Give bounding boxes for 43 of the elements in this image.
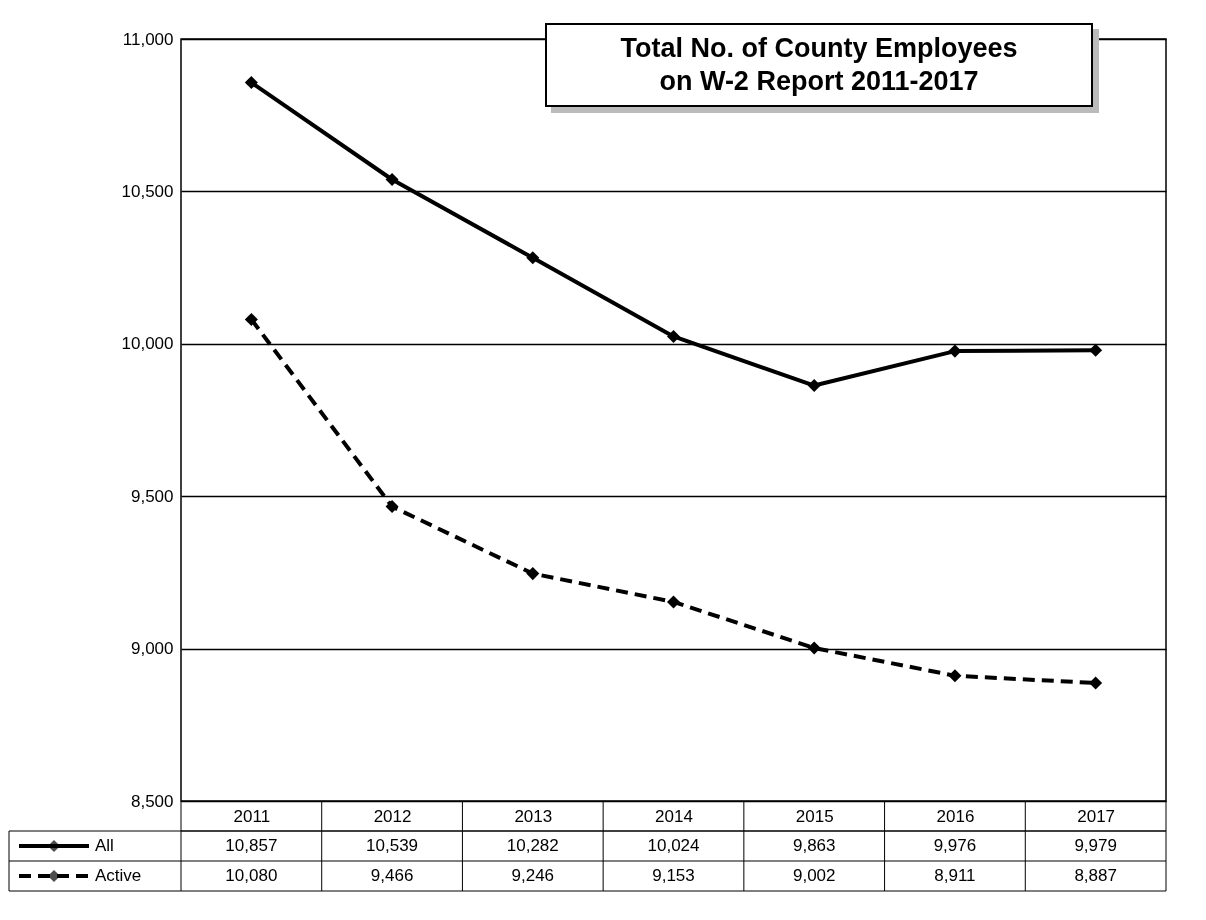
x-tick-label: 2013 <box>514 806 553 826</box>
data-label: 10,080 <box>225 866 278 885</box>
x-tick-label: 2012 <box>373 806 412 826</box>
point <box>526 567 540 581</box>
point <box>1089 343 1103 357</box>
point <box>948 344 962 358</box>
data-label: 8,911 <box>934 866 976 885</box>
data-label: 9,976 <box>933 836 977 855</box>
point <box>948 669 962 683</box>
y-tick-label: 10,000 <box>121 334 174 354</box>
data-label: 9,863 <box>792 836 836 855</box>
data-label: 9,153 <box>652 866 695 885</box>
x-tick-label: 2016 <box>936 806 975 826</box>
x-tick-label: 2017 <box>1077 806 1116 826</box>
data-label: 10,857 <box>225 836 278 855</box>
x-tick-label: 2014 <box>655 806 693 826</box>
point <box>244 76 258 90</box>
point <box>666 595 681 609</box>
data-label: 9,979 <box>1074 836 1117 855</box>
data-label: 10,024 <box>647 836 700 855</box>
point <box>666 329 681 343</box>
point <box>244 312 258 326</box>
point <box>385 172 399 187</box>
legend-label: Active <box>95 866 142 885</box>
data-label: 10,539 <box>366 836 419 855</box>
data-label: 9,002 <box>792 866 836 885</box>
y-tick-label: 11,000 <box>122 29 174 49</box>
data-label: 9,466 <box>370 866 414 885</box>
point <box>526 251 540 265</box>
data-label: 8,887 <box>1074 866 1117 885</box>
point <box>807 641 821 655</box>
data-label: 10,282 <box>506 836 559 855</box>
point <box>385 500 399 514</box>
x-tick-label: 2011 <box>233 806 271 826</box>
legend-label: All <box>95 836 114 855</box>
y-tick-label: 10,500 <box>121 181 174 201</box>
data-label: 9,246 <box>511 866 555 885</box>
point <box>1089 676 1103 690</box>
y-tick-label: 9,000 <box>130 639 174 659</box>
y-tick-label: 9,500 <box>130 486 174 506</box>
point <box>807 379 821 393</box>
x-tick-label: 2015 <box>795 806 834 826</box>
y-tick-label: 8,500 <box>130 791 174 811</box>
